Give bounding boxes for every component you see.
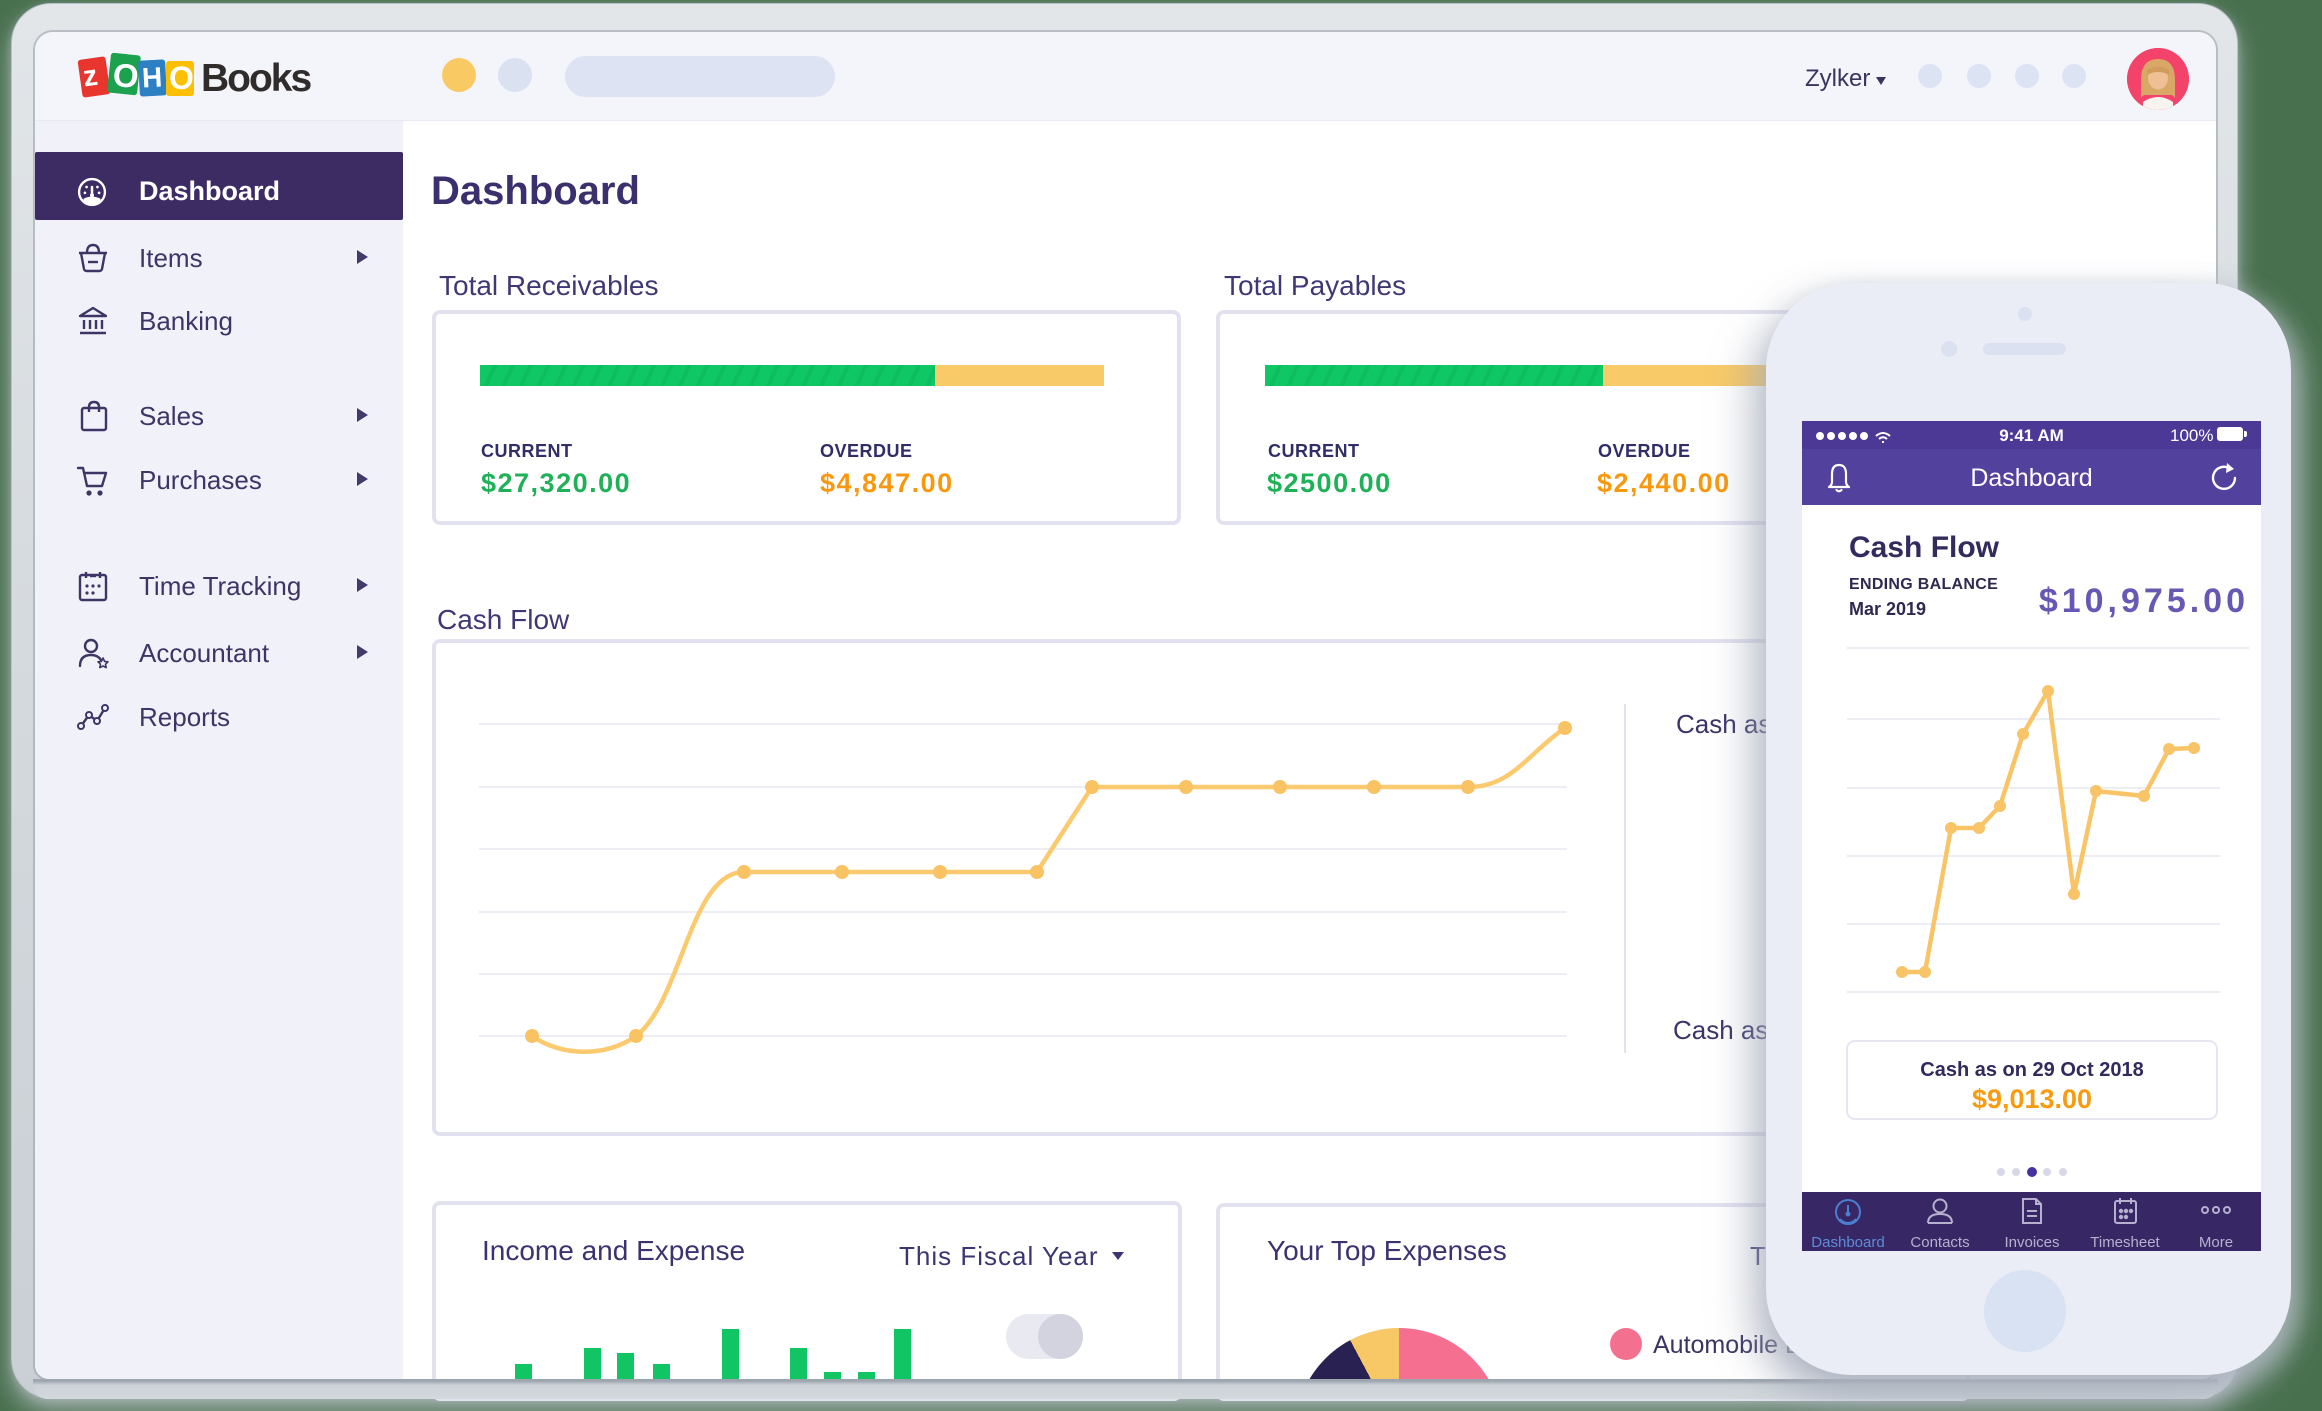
svg-text:Contacts: Contacts: [1910, 1234, 1969, 1251]
svg-text:More: More: [2199, 1234, 2233, 1251]
svg-text:Dashboard: Dashboard: [1811, 1234, 1884, 1251]
svg-text:$9,013.00: $9,013.00: [1972, 1084, 2092, 1114]
svg-text:Cash as on 29 Oct 2018: Cash as on 29 Oct 2018: [1920, 1059, 2143, 1081]
svg-text:Invoices: Invoices: [2004, 1234, 2059, 1251]
svg-text:Timesheet: Timesheet: [2090, 1234, 2160, 1251]
